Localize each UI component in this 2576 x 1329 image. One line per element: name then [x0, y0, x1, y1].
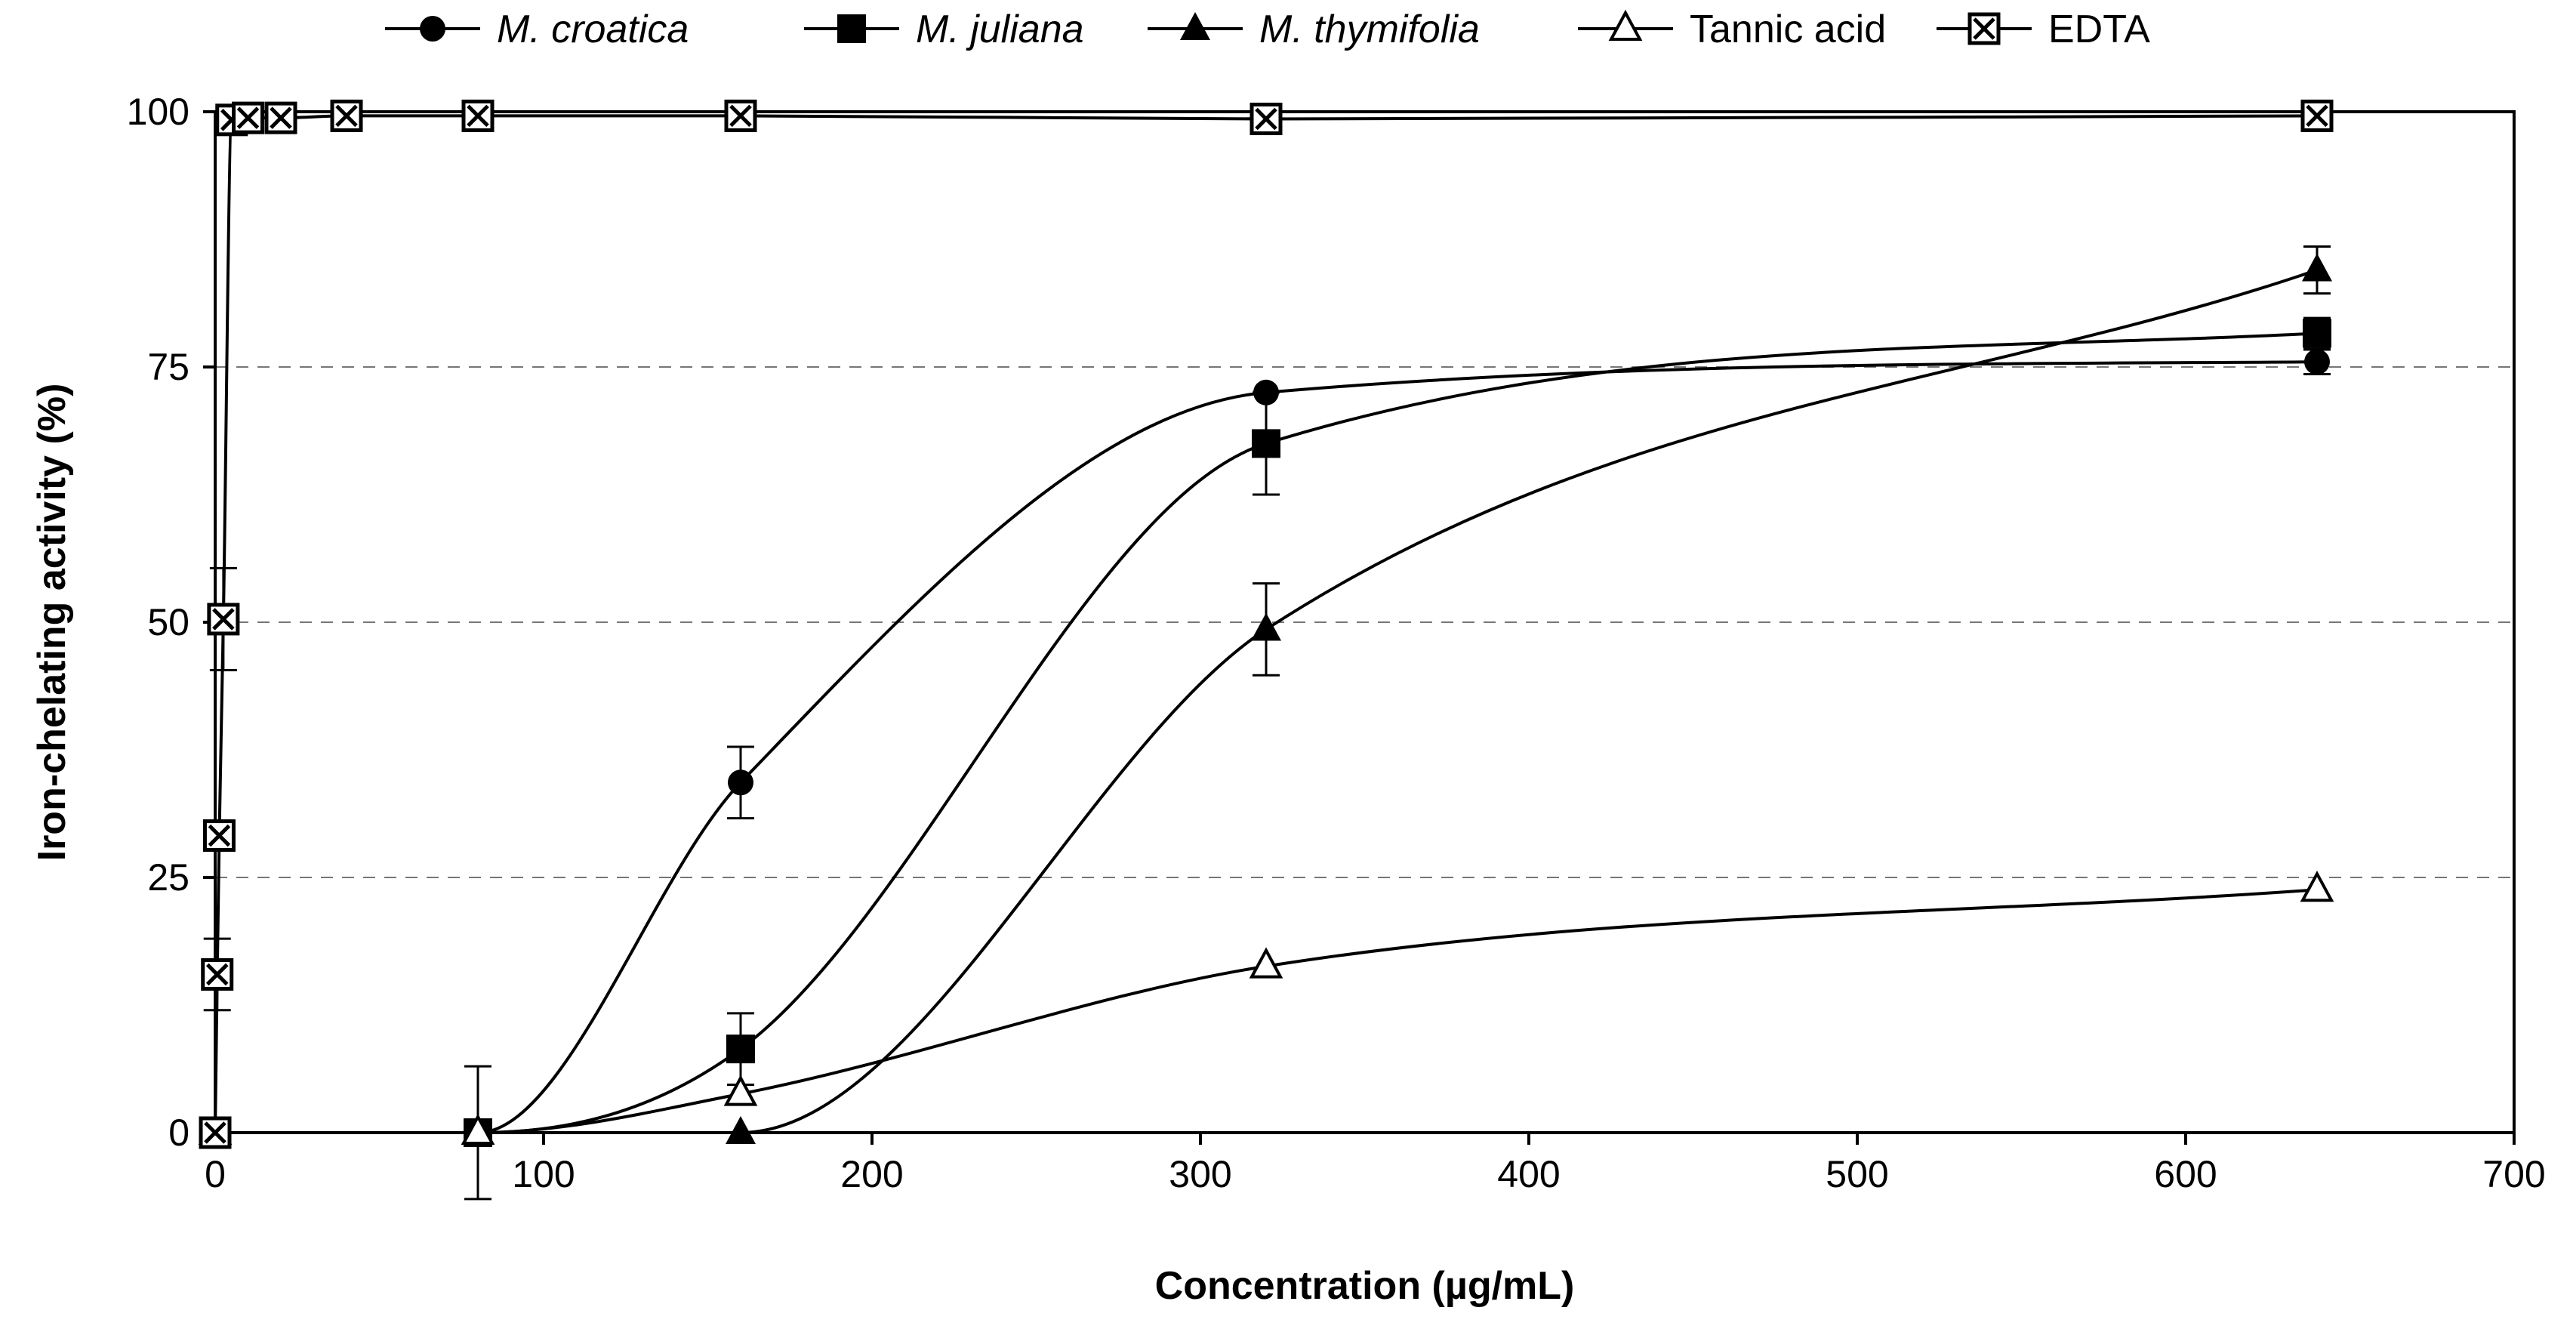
edta-data-point	[207, 603, 240, 636]
edta-data-point	[202, 819, 236, 853]
x-tick-label: 300	[1169, 1153, 1231, 1195]
legend-item-m-thymifolia: M. thymifolia	[1148, 8, 1480, 51]
x-tick-label: 600	[2154, 1153, 2217, 1195]
legend-label-edta: EDTA	[2048, 8, 2150, 51]
m-juliana-data-point	[2303, 319, 2331, 348]
legend: M. croatica M. juliana M. thymifolia Tannic…	[385, 8, 2150, 51]
axis-ticks: 0 25 50 75 100 0 100 200 300 400 500 600 700	[127, 91, 2546, 1195]
gridlines	[215, 366, 2514, 878]
m-croatica-data-point	[1253, 379, 1279, 405]
legend-item-m-croatica: M. croatica	[385, 8, 689, 51]
tannic-acid-data-point	[1249, 947, 1283, 979]
data-markers	[198, 99, 2334, 1149]
legend-label-m-croatica: M. croatica	[497, 8, 689, 51]
x-tick-label: 0	[205, 1153, 226, 1195]
legend-label-m-juliana: M. juliana	[916, 8, 1084, 51]
edta-data-point	[264, 101, 297, 134]
tannic-acid-series-line	[215, 888, 2318, 1135]
x-axis-title: Concentration (µg/mL)	[1155, 1264, 1575, 1308]
edta-data-point	[461, 99, 495, 132]
tannic-acid-data-point	[461, 1113, 495, 1145]
legend-label-tannic-acid: Tannic acid	[1690, 8, 1886, 51]
edta-data-point	[330, 99, 363, 132]
y-axis-title: Iron-chelating activity (%)	[30, 384, 74, 862]
y-tick-label: 0	[168, 1112, 190, 1154]
m-juliana-data-point	[726, 1035, 755, 1064]
legend-label-m-thymifolia: M. thymifolia	[1259, 8, 1480, 51]
m-thymifolia-data-point	[1251, 612, 1281, 641]
edta-data-point	[199, 1116, 232, 1149]
edta-data-point	[1249, 102, 1283, 135]
m-thymifolia-data-point	[2302, 253, 2332, 282]
x-tick-label: 400	[1497, 1153, 1560, 1195]
legend-marker-m-croatica	[420, 16, 445, 42]
m-croatica-data-point	[2304, 349, 2330, 375]
legend-item-tannic-acid: Tannic acid	[1578, 8, 1886, 51]
legend-marker-m-thymifolia	[1180, 12, 1210, 40]
x-tick-label: 100	[512, 1153, 575, 1195]
legend-marker-tannic-acid	[1608, 9, 1643, 41]
legend-marker-edta	[1967, 12, 2001, 45]
legend-item-m-juliana: M. juliana	[804, 8, 1084, 51]
y-tick-label: 100	[127, 91, 190, 133]
legend-marker-m-juliana	[837, 14, 866, 43]
tannic-acid-data-point	[2300, 871, 2334, 902]
tannic-acid-data-point	[723, 1075, 758, 1106]
y-tick-label: 75	[147, 346, 190, 388]
edta-data-point	[2300, 99, 2334, 132]
edta-data-point	[232, 101, 264, 134]
x-tick-label: 200	[840, 1153, 903, 1195]
error-bars	[203, 245, 2331, 1201]
x-tick-label: 500	[1826, 1153, 1888, 1195]
y-tick-label: 25	[147, 856, 190, 899]
m-croatica-data-point	[728, 769, 753, 796]
legend-item-edta: EDTA	[1937, 8, 2150, 51]
m-juliana-data-point	[1252, 429, 1280, 458]
m-thymifolia-data-point	[726, 1116, 756, 1144]
x-tick-label: 700	[2482, 1153, 2545, 1195]
edta-data-point	[201, 957, 234, 991]
edta-data-point	[724, 99, 757, 132]
y-tick-label: 50	[147, 601, 190, 643]
